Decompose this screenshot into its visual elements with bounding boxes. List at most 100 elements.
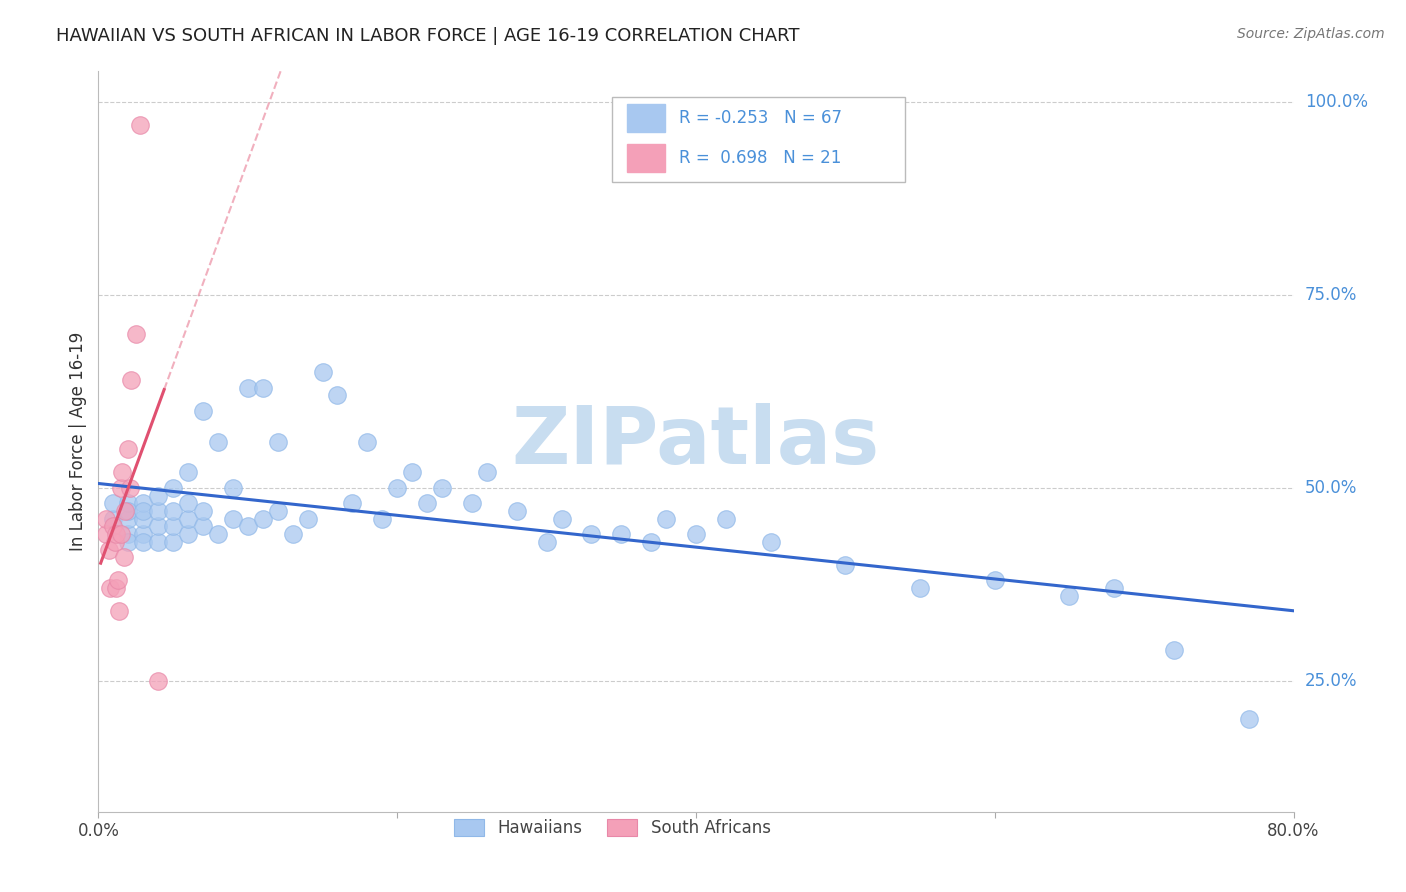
Point bbox=[103, 496, 125, 510]
Point bbox=[430, 481, 453, 495]
Point bbox=[108, 604, 131, 618]
Point bbox=[655, 511, 678, 525]
FancyBboxPatch shape bbox=[613, 97, 905, 183]
Point bbox=[104, 534, 127, 549]
Point bbox=[177, 527, 200, 541]
Text: R =  0.698   N = 21: R = 0.698 N = 21 bbox=[679, 149, 842, 167]
Point bbox=[416, 496, 439, 510]
Bar bbox=[627, 144, 665, 172]
Point bbox=[356, 434, 378, 449]
Point bbox=[252, 380, 274, 394]
Point bbox=[640, 534, 662, 549]
Point bbox=[98, 581, 122, 595]
Bar bbox=[627, 104, 665, 132]
Point bbox=[267, 434, 290, 449]
Point bbox=[1059, 589, 1081, 603]
Point bbox=[177, 466, 200, 480]
Point bbox=[475, 466, 498, 480]
Point bbox=[94, 511, 117, 525]
Point bbox=[177, 496, 200, 510]
Point bbox=[191, 403, 214, 417]
Text: ZIPatlas: ZIPatlas bbox=[512, 402, 880, 481]
Text: 75.0%: 75.0% bbox=[1305, 286, 1357, 304]
Point bbox=[252, 511, 274, 525]
Text: HAWAIIAN VS SOUTH AFRICAN IN LABOR FORCE | AGE 16-19 CORRELATION CHART: HAWAIIAN VS SOUTH AFRICAN IN LABOR FORCE… bbox=[56, 27, 800, 45]
Point bbox=[132, 504, 155, 518]
Point bbox=[129, 119, 152, 133]
Point bbox=[371, 511, 394, 525]
Point bbox=[107, 574, 129, 588]
Point bbox=[177, 511, 200, 525]
Point bbox=[132, 534, 155, 549]
Point bbox=[117, 442, 139, 457]
Point bbox=[111, 466, 134, 480]
Point bbox=[714, 511, 737, 525]
Point bbox=[110, 527, 132, 541]
Point bbox=[984, 574, 1007, 588]
Point bbox=[236, 519, 259, 533]
Point bbox=[162, 504, 184, 518]
Point bbox=[120, 373, 142, 387]
Point bbox=[1104, 581, 1126, 595]
Point bbox=[112, 550, 135, 565]
Point bbox=[1237, 712, 1260, 726]
Point bbox=[506, 504, 529, 518]
Point bbox=[148, 534, 170, 549]
Point bbox=[281, 527, 304, 541]
Point bbox=[132, 527, 155, 541]
Point bbox=[114, 504, 136, 518]
Point bbox=[610, 527, 633, 541]
Point bbox=[117, 534, 139, 549]
Point bbox=[105, 527, 128, 541]
Point bbox=[759, 534, 782, 549]
Point bbox=[148, 489, 170, 503]
Point bbox=[191, 519, 214, 533]
Y-axis label: In Labor Force | Age 16-19: In Labor Force | Age 16-19 bbox=[69, 332, 87, 551]
Point bbox=[148, 673, 170, 688]
Point bbox=[550, 511, 572, 525]
Point bbox=[117, 527, 139, 541]
Point bbox=[117, 511, 139, 525]
Point bbox=[162, 519, 184, 533]
Point bbox=[581, 527, 603, 541]
Point bbox=[125, 326, 148, 341]
Point bbox=[908, 581, 931, 595]
Point bbox=[222, 481, 245, 495]
Point bbox=[385, 481, 409, 495]
Point bbox=[267, 504, 290, 518]
Point bbox=[97, 542, 120, 557]
Point bbox=[834, 558, 856, 572]
Point bbox=[103, 511, 125, 525]
Point bbox=[207, 434, 229, 449]
Text: Source: ZipAtlas.com: Source: ZipAtlas.com bbox=[1237, 27, 1385, 41]
Point bbox=[148, 504, 170, 518]
Point bbox=[191, 504, 214, 518]
Legend: Hawaiians, South Africans: Hawaiians, South Africans bbox=[447, 813, 778, 844]
Point bbox=[685, 527, 707, 541]
Text: 50.0%: 50.0% bbox=[1305, 479, 1357, 497]
Text: R = -0.253   N = 67: R = -0.253 N = 67 bbox=[679, 109, 842, 127]
Point bbox=[207, 527, 229, 541]
Point bbox=[117, 504, 139, 518]
Point bbox=[236, 380, 259, 394]
Point bbox=[162, 481, 184, 495]
Point bbox=[461, 496, 484, 510]
Point bbox=[311, 365, 333, 379]
Point bbox=[162, 534, 184, 549]
Point bbox=[118, 481, 141, 495]
Point bbox=[297, 511, 319, 525]
Point bbox=[132, 511, 155, 525]
Point bbox=[132, 496, 155, 510]
Text: 25.0%: 25.0% bbox=[1305, 672, 1357, 690]
Point bbox=[110, 481, 132, 495]
Point bbox=[105, 581, 128, 595]
Point bbox=[342, 496, 364, 510]
Point bbox=[536, 534, 558, 549]
Point bbox=[1163, 642, 1185, 657]
Point bbox=[103, 519, 125, 533]
Point bbox=[94, 527, 117, 541]
Text: 100.0%: 100.0% bbox=[1305, 93, 1368, 112]
Point bbox=[117, 496, 139, 510]
Point bbox=[401, 466, 423, 480]
Point bbox=[222, 511, 245, 525]
